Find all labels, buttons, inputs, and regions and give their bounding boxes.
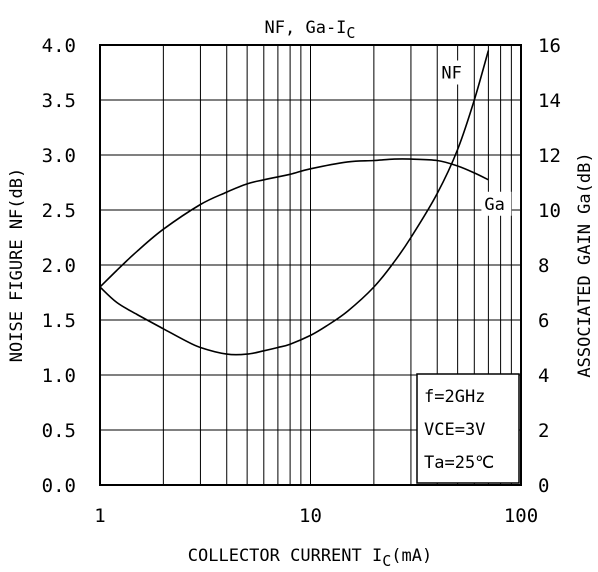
y2-tick-label: 14 — [538, 90, 561, 112]
chart-title: NF, Ga-IC — [265, 18, 356, 42]
condition-text: Ta=25℃ — [424, 453, 494, 473]
x-axis-title-subscript: C — [382, 552, 391, 570]
y2-tick-label: 8 — [538, 255, 549, 277]
y-axis-title: NOISE FIGURE NF(dB) — [7, 168, 27, 362]
y-tick-label: 3.0 — [42, 145, 76, 167]
condition-text: f=2GHz — [424, 387, 485, 407]
y-tick-label: 3.5 — [42, 90, 76, 112]
y2-tick-label: 6 — [538, 310, 549, 332]
y2-tick-label: 2 — [538, 420, 549, 442]
x-axis-title-unit: (mA) — [391, 546, 432, 566]
y2-tick-label: 16 — [538, 35, 561, 57]
y-tick-label: 2.5 — [42, 200, 76, 222]
y2-tick-label: 12 — [538, 145, 561, 167]
condition-text: VCE=3V — [424, 420, 485, 440]
curve-label-ga: Ga — [484, 195, 504, 215]
x-tick-label: 1 — [94, 505, 105, 527]
y2-tick-label: 4 — [538, 365, 549, 387]
x-tick-label: 10 — [299, 505, 322, 527]
series-layer — [99, 50, 490, 356]
series-ga-line — [99, 158, 489, 288]
plot-frame — [99, 44, 522, 486]
chart-title-subscript: C — [346, 24, 355, 42]
y-tick-label: 1.0 — [42, 365, 76, 387]
y2-tick-label: 0 — [538, 475, 549, 497]
x-axis-title: COLLECTOR CURRENT IC(mA) — [188, 546, 432, 570]
conditions-box — [416, 373, 520, 484]
x-tick-label: 100 — [504, 505, 538, 527]
y-tick-label: 2.0 — [42, 255, 76, 277]
y-tick-label: 1.5 — [42, 310, 76, 332]
y-tick-label: 0.5 — [42, 420, 76, 442]
curve-label-bg — [481, 191, 512, 216]
y2-tick-label: 10 — [538, 200, 561, 222]
labels-layer: 0.0 0.5 1.0 1.5 2.0 2.5 3.0 3.5 4.0 0 2 4 6 8 10 12 14 16… — [7, 18, 595, 570]
y2-axis-title: ASSOCIATED GAIN Ga(dB) — [575, 152, 595, 377]
y-tick-label: 4.0 — [42, 35, 76, 57]
series-nf-line — [99, 50, 490, 356]
y-tick-label: 0.0 — [42, 475, 76, 497]
curve-label-nf: NF — [441, 64, 461, 84]
curve-label-bg — [438, 60, 469, 85]
